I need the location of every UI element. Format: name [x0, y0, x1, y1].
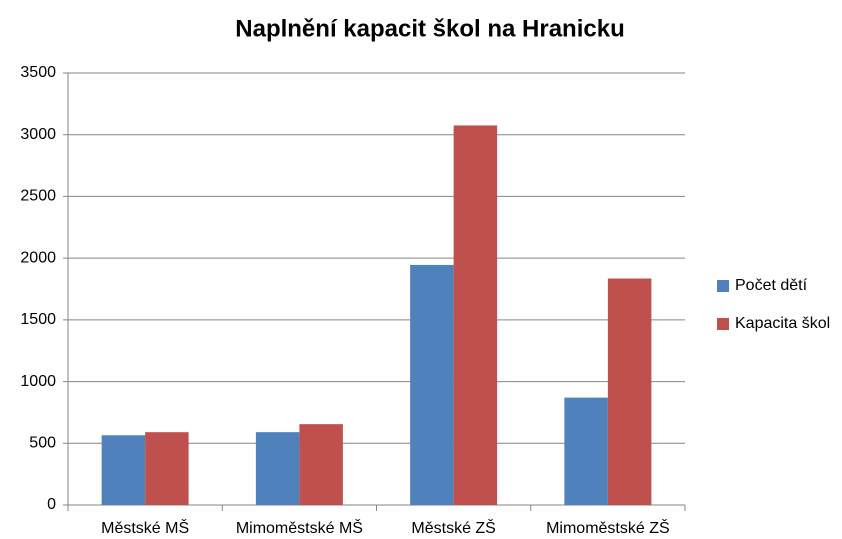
legend-swatch	[717, 318, 729, 330]
legend-label: Kapacita škol	[735, 315, 830, 332]
y-tick-label: 2500	[20, 188, 56, 205]
bar	[101, 435, 146, 505]
legend-swatch	[717, 280, 729, 292]
legend-label: Počet dětí	[735, 277, 808, 294]
bar	[453, 125, 498, 505]
y-tick-label: 0	[47, 496, 56, 513]
bar	[255, 432, 300, 505]
bar	[410, 264, 454, 505]
x-tick-label: Městské ZŠ	[411, 518, 495, 537]
y-tick-label: 3500	[20, 64, 56, 81]
x-tick-label: Mimoměstské MŠ	[236, 518, 363, 537]
y-tick-label: 500	[29, 435, 56, 452]
bar	[145, 432, 189, 505]
y-tick-label: 2000	[20, 249, 56, 266]
chart-title: Naplnění kapacit škol na Hranicku	[235, 15, 624, 42]
x-tick-label: Mimoměstské ZŠ	[546, 518, 670, 537]
bar	[607, 278, 652, 505]
y-tick-label: 3000	[20, 126, 56, 143]
y-tick-label: 1000	[20, 373, 56, 390]
x-tick-label: Městské MŠ	[101, 518, 189, 537]
y-tick-label: 1500	[20, 311, 56, 328]
bar	[299, 424, 343, 505]
bar	[564, 397, 608, 505]
